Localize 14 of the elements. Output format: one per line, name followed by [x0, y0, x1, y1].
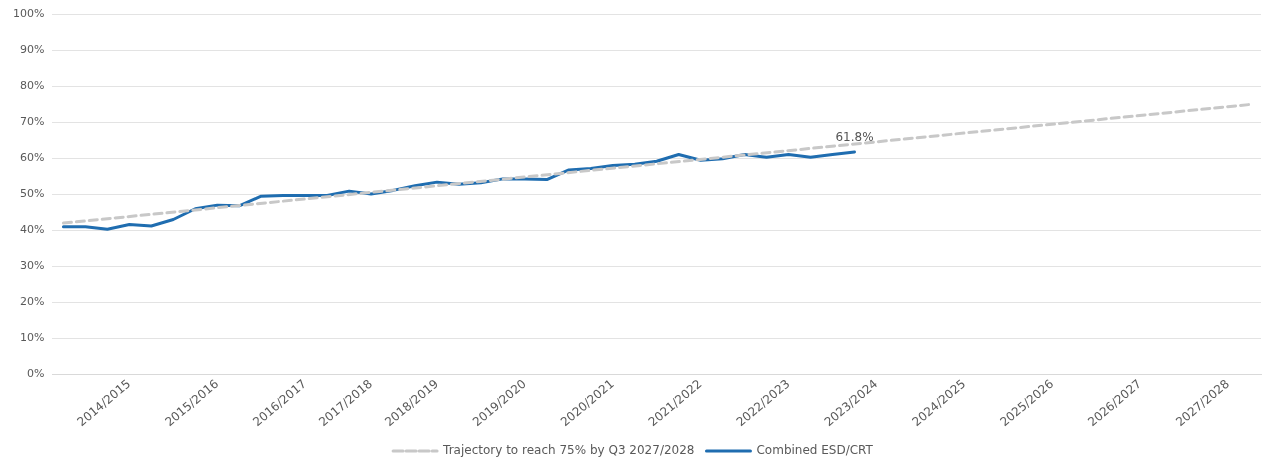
- y-tick-label: 0%: [26, 366, 45, 380]
- y-tick-label: 90%: [19, 43, 45, 57]
- y-tick-label: 100%: [12, 7, 45, 21]
- data-label: 61.8%: [835, 130, 874, 145]
- y-tick-label: 30%: [19, 259, 45, 273]
- y-tick-label: 10%: [19, 331, 45, 345]
- legend-label: Trajectory to reach 75% by Q3 2027/2028: [442, 443, 695, 458]
- y-tick-label: 70%: [19, 115, 45, 129]
- y-tick-label: 20%: [19, 295, 45, 309]
- y-tick-label: 50%: [19, 187, 45, 201]
- y-tick-label: 60%: [19, 151, 45, 165]
- y-tick-label: 80%: [19, 79, 45, 93]
- y-tick-label: 40%: [19, 223, 45, 237]
- legend-label: Combined ESD/CRT: [756, 443, 874, 458]
